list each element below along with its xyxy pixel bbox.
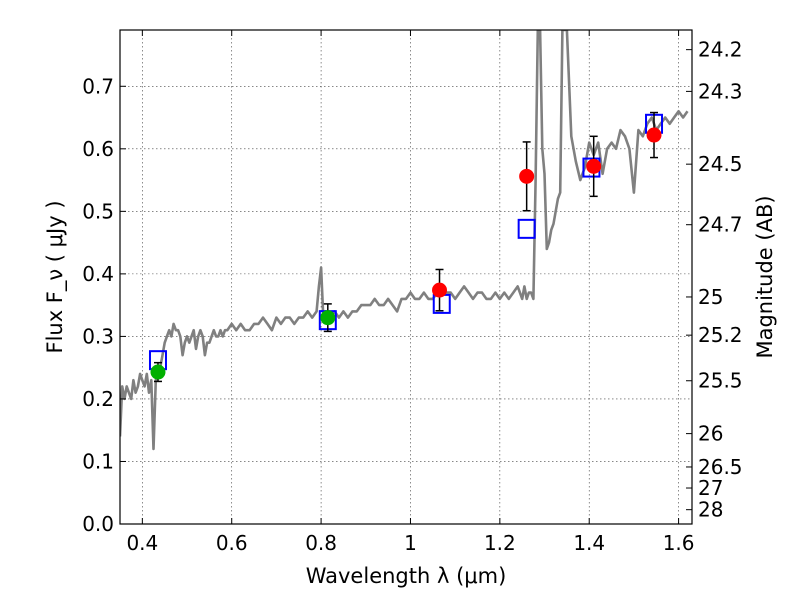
nir-point (432, 282, 448, 298)
x-tick-label: 1.6 (663, 531, 695, 555)
y-tick-label: 0.6 (82, 137, 114, 161)
y-axis-label-left: Flux F_ν ( μJy ) (43, 200, 68, 353)
nir-point (519, 168, 535, 184)
optical-point (150, 364, 166, 380)
y-tick-label: 0.7 (82, 74, 114, 98)
right-tick-label: 26.5 (698, 455, 743, 479)
tick-labels: 0.4 0.6 0.8 1 1.2 1.4 1.6 0.0 0.1 0.2 0.3 0.4 0.5 0.6… (82, 38, 742, 555)
x-tick-label: 1.2 (484, 531, 516, 555)
x-tick-label: 1.4 (573, 531, 605, 555)
y-tick-label: 0.5 (82, 199, 114, 223)
nir-point (646, 127, 662, 143)
right-tick-label: 24.5 (698, 152, 743, 176)
right-tick-label: 28 (698, 498, 723, 522)
y-tick-label: 0.1 (82, 449, 114, 473)
model-square (517, 218, 536, 239)
ticks (120, 30, 692, 525)
right-tick-label: 25 (698, 285, 723, 309)
y-axis-label-right: Magnitude (AB) (753, 195, 777, 358)
y-tick-label: 0.2 (82, 387, 114, 411)
right-tick-label: 24.3 (698, 79, 743, 103)
right-tick-label: 25.5 (698, 369, 743, 393)
y-tick-label: 0.0 (82, 512, 114, 536)
plot-frame (119, 29, 693, 525)
right-tick-label: 24.7 (698, 213, 743, 237)
spectrum-layer (120, 30, 689, 451)
x-tick-label: 0.6 (216, 531, 248, 555)
y-tick-label: 0.4 (82, 262, 114, 286)
x-axis-label: Wavelength λ (μm) (306, 564, 507, 588)
markers-layer (148, 111, 664, 383)
right-tick-label: 27 (698, 476, 723, 500)
spectrum-line (120, 30, 689, 451)
right-tick-label: 25.2 (698, 323, 743, 347)
nir-point (586, 158, 602, 174)
right-tick-label: 24.2 (698, 38, 743, 62)
x-tick-label: 1 (404, 531, 417, 555)
x-tick-label: 0.8 (305, 531, 337, 555)
x-tick-label: 0.4 (126, 531, 158, 555)
optical-point (320, 310, 336, 326)
right-tick-label: 26 (698, 422, 723, 446)
y-tick-label: 0.3 (82, 324, 114, 348)
